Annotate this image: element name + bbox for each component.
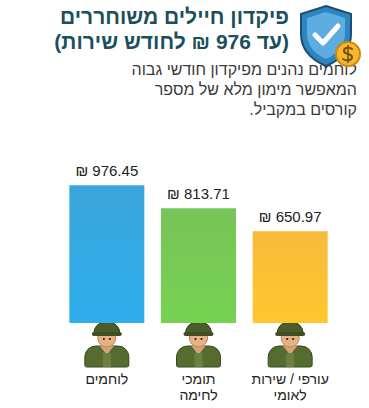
svg-text:תומכי: תומכי	[182, 371, 216, 387]
svg-text:עורפי / שירות: עורפי / שירות	[251, 371, 328, 387]
html-text:לוחמים נהנים מפיקדון חודשי גבו: לוחמים נהנים מפיקדון חודשי גבוה המאפשר מ…	[131, 61, 357, 118]
svg-text:₪ 976.45: ₪ 976.45	[75, 162, 138, 179]
svg-text:לחימה: לחימה	[179, 387, 217, 403]
svg-text:לאומי: לאומי	[274, 387, 307, 403]
svg-text:לוחמים: לוחמים	[85, 371, 128, 387]
html-text:פיקדון חיילים משוחררים (עד 976: פיקדון חיילים משוחררים (עד 976 ₪ לחודש ש…	[54, 5, 289, 53]
svg-text:₪ 650.97: ₪ 650.97	[259, 208, 322, 225]
svg-text:₪ 813.71: ₪ 813.71	[167, 185, 230, 202]
